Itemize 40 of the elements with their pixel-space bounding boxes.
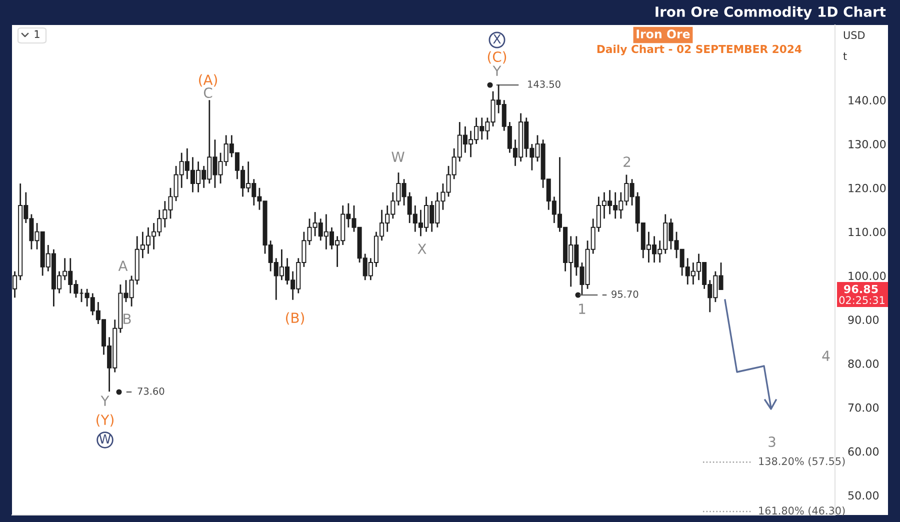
annotation: W [99,434,111,444]
annotation: (A) [199,74,217,87]
annotation: Y [100,396,110,406]
ref-line-label: 138.20% (57.55) [759,457,845,466]
annotation: (C) [488,51,506,64]
annotation: Y [492,66,502,76]
y-tick-label: 120.00 [848,184,886,192]
annotation: X [493,34,501,44]
annotation: Iron Ore [636,29,690,38]
annotation: (Y) [96,414,114,427]
annotation: A [118,260,128,271]
annotation: 2 [624,156,630,167]
annotation: W [392,152,404,162]
text: USD [844,31,865,40]
annotation: 143.50 [528,80,560,88]
annotation: B [124,314,131,324]
y-tick-label: 110.00 [848,228,886,236]
text: 96.85 [844,284,878,294]
annotation: 1 [579,304,586,314]
annotation: 3 [768,436,776,448]
text: Daily Chart - 02 SEPTEMBER 2024 [597,44,802,56]
y-tick-label: 140.00 [848,96,886,104]
text: t [843,52,847,60]
ref-line-label: 161.80% (46.30) [759,506,845,516]
chart-title: Iron Ore Commodity 1D Chart [656,6,886,20]
text: 02:25:31 [839,296,884,304]
annotation: 1 [34,30,40,38]
y-tick-label: 60.00 [848,447,879,456]
y-tick-label: 90.00 [848,316,879,324]
annotation: C [204,88,212,98]
y-tick-label: 100.00 [848,272,886,280]
annotation: 73.60 [138,387,164,395]
annotation: 4 [822,350,830,361]
annotation: X [418,244,426,254]
y-tick-label: 130.00 [848,140,886,148]
annotation: (B) [286,312,304,325]
y-tick-label: 50.00 [848,491,879,500]
annotation: 95.70 [612,290,638,298]
y-tick-label: 80.00 [848,359,879,368]
y-tick-label: 70.00 [848,403,879,412]
